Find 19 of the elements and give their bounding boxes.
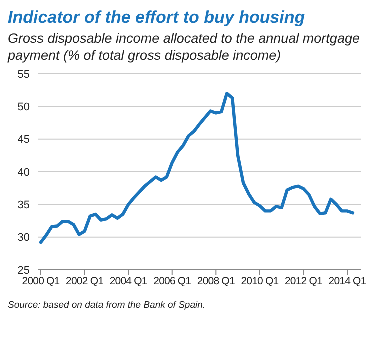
source-note: Source: based on data from the Bank of Spain. <box>8 300 207 311</box>
x-tick-label: 2012 Q1 <box>284 275 324 288</box>
y-tick-label: 30 <box>18 232 30 244</box>
x-tick-label: 2004 Q1 <box>110 275 148 288</box>
x-tick-label: 2010 Q1 <box>241 275 280 288</box>
x-tick-label: 2000 Q1 <box>22 275 60 288</box>
y-tick-label: 40 <box>18 166 30 179</box>
y-tick-label: 50 <box>18 102 30 114</box>
x-tick-label: 2014 Q1 <box>328 275 367 288</box>
chart-title: Indicator of the effort to buy housing <box>8 8 306 28</box>
y-tick-label: 35 <box>18 200 30 212</box>
chart-subtitle: Gross disposable income allocated to the annual mortgage payment (% of total gross disposable income) <box>8 30 361 64</box>
y-tick-label: 25 <box>18 264 30 277</box>
x-tick-label: 2002 Q1 <box>66 275 104 288</box>
x-tick-label: 2008 Q1 <box>197 275 236 288</box>
line-series <box>39 92 355 244</box>
y-tick-label: 55 <box>18 68 30 81</box>
y-tick-label: 45 <box>18 134 30 146</box>
x-tick-label: 2006 Q1 <box>154 275 192 288</box>
